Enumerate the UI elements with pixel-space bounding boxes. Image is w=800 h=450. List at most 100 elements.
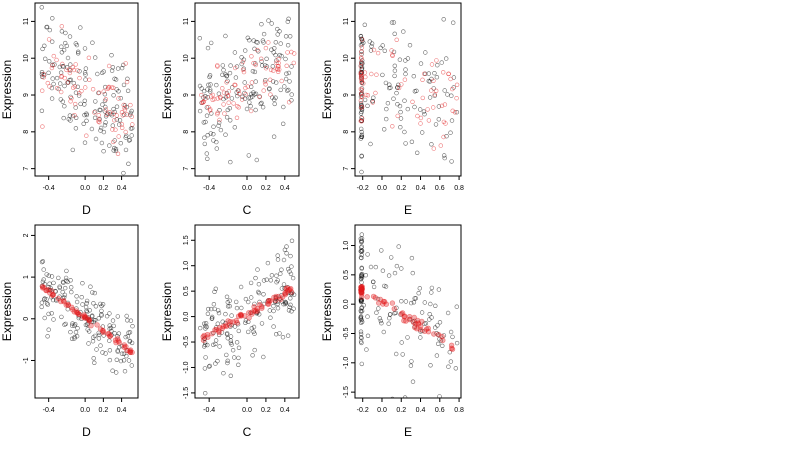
data-point — [361, 303, 366, 308]
data-point — [45, 334, 50, 339]
data-point — [87, 77, 92, 83]
data-point — [241, 66, 247, 71]
data-point — [275, 26, 280, 32]
data-point — [129, 133, 134, 138]
data-point — [96, 117, 102, 122]
data-point — [283, 56, 288, 62]
data-point — [202, 336, 207, 341]
data-point — [197, 108, 203, 114]
data-point — [429, 142, 434, 147]
data-point — [402, 129, 407, 135]
data-point — [286, 99, 292, 105]
data-point — [221, 90, 227, 95]
data-point — [92, 110, 97, 115]
data-point — [103, 104, 108, 110]
data-point — [229, 313, 234, 318]
data-point — [382, 283, 387, 289]
data-point — [129, 108, 134, 114]
data-point — [92, 290, 98, 296]
data-point — [96, 316, 102, 321]
data-point — [50, 63, 55, 68]
data-point — [73, 41, 79, 46]
data-point — [382, 48, 387, 53]
data-point — [377, 316, 382, 321]
data-point — [75, 49, 81, 54]
data-point — [251, 324, 257, 330]
data-point — [246, 299, 251, 305]
data-point — [111, 111, 116, 116]
data-point — [451, 20, 456, 25]
data-point — [121, 170, 126, 176]
data-point — [369, 71, 374, 77]
data-point — [421, 109, 427, 114]
data-point — [130, 324, 135, 329]
data-point — [287, 269, 292, 274]
data-point — [257, 301, 263, 308]
data-point — [101, 89, 106, 94]
data-point — [379, 248, 384, 253]
plot-frame — [354, 2, 462, 177]
chart-panel-2: -0.4 0.0 0.2 0.4 7 8 9 10 11 C Expression — [160, 2, 300, 217]
data-point — [240, 59, 246, 65]
data-point — [363, 273, 368, 278]
data-point — [68, 99, 73, 104]
data-point — [439, 103, 445, 109]
data-point — [260, 104, 266, 110]
data-point — [402, 98, 407, 103]
plot-frame — [34, 2, 139, 177]
data-point — [431, 78, 436, 84]
data-point — [249, 84, 254, 90]
data-point — [59, 50, 65, 55]
data-point — [119, 109, 125, 115]
data-point — [247, 100, 252, 105]
data-point — [84, 118, 89, 124]
data-point — [212, 96, 217, 102]
data-point — [245, 35, 251, 40]
data-point — [218, 94, 223, 100]
x-tick-label: 0.2 — [396, 185, 406, 192]
data-point — [63, 321, 68, 327]
data-point — [420, 77, 425, 83]
data-point — [105, 86, 111, 92]
data-point — [65, 80, 71, 85]
data-point — [396, 82, 401, 88]
data-point — [202, 366, 208, 371]
data-point — [70, 321, 75, 326]
data-point — [398, 109, 403, 115]
data-point — [381, 329, 386, 335]
data-point — [116, 96, 121, 101]
y-tick-label: 9 — [183, 93, 190, 97]
data-point — [379, 321, 384, 326]
data-point — [365, 333, 371, 338]
data-point — [126, 330, 131, 335]
data-point — [268, 77, 273, 83]
data-point — [440, 343, 445, 348]
data-point — [358, 86, 364, 92]
data-point — [199, 92, 204, 98]
data-point — [266, 18, 271, 23]
data-point — [91, 356, 96, 361]
y-tick-label: 8 — [343, 130, 350, 134]
data-point — [418, 107, 423, 112]
data-point — [100, 102, 105, 107]
y-tick-label: 7 — [183, 167, 190, 171]
data-point — [256, 290, 262, 296]
data-point — [246, 95, 252, 100]
data-point — [208, 82, 213, 87]
data-point — [128, 102, 133, 108]
data-point — [225, 358, 230, 363]
data-point — [46, 311, 51, 317]
data-point — [413, 321, 419, 327]
data-point — [96, 90, 102, 95]
data-point — [224, 332, 230, 337]
data-point — [248, 103, 253, 109]
data-point — [392, 68, 398, 73]
data-point — [110, 65, 116, 70]
data-point — [398, 312, 403, 317]
data-point — [369, 44, 374, 49]
data-point — [72, 101, 78, 107]
data-point — [86, 341, 91, 346]
data-point — [115, 314, 121, 319]
data-point — [88, 323, 94, 329]
data-point — [282, 291, 288, 298]
